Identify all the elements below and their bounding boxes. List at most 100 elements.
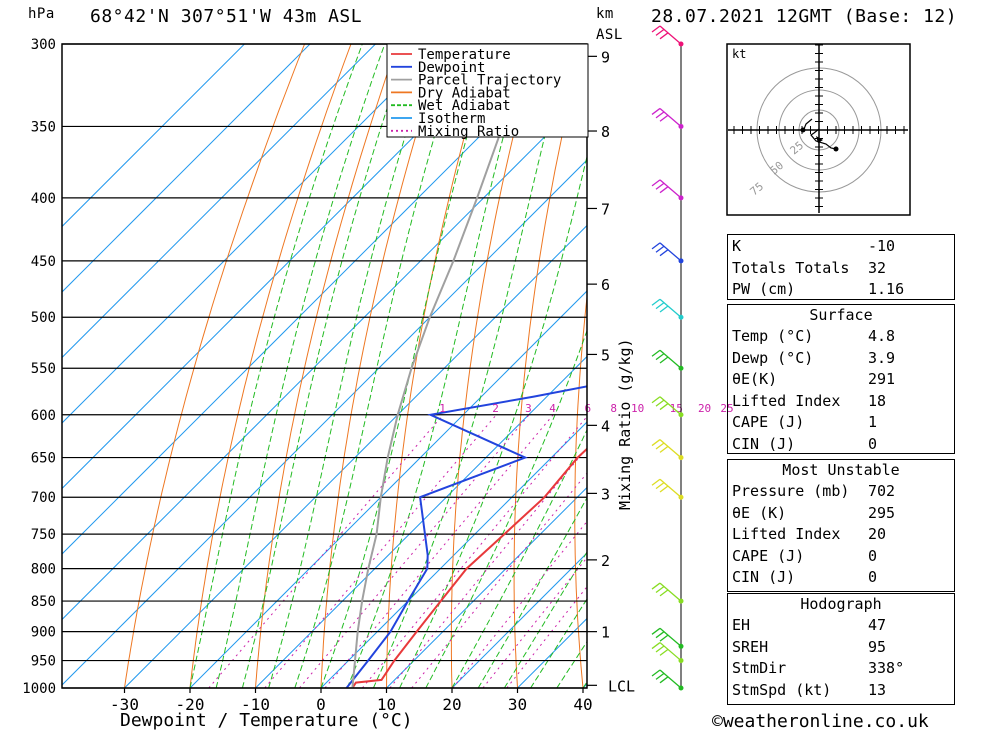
wind-barb [651,642,684,664]
wind-barb [651,107,684,129]
x-tick-label: 0 [316,695,326,714]
row-value: 0 [868,568,878,587]
row-value: 3.9 [868,348,896,367]
pressure-tick-label: 700 [31,490,56,506]
datetime-title: 28.07.2021 12GMT (Base: 12) [651,6,958,27]
isotherm-line [62,44,245,228]
most-unstable-table: Most Unstable Pressure (mb) 702 θE (K) 295 L… [727,459,955,592]
wind-barb [651,396,684,418]
row-label: Lifted Index [732,525,841,544]
table-row: PW (cm) 1.16 [728,279,954,301]
table-row: CAPE (J) 0 [728,546,954,568]
wet-adiabat-line [346,44,529,688]
km-tick-label: 3 [601,485,610,503]
row-label: Dewp (°C) [732,348,814,367]
km-tick-label: 2 [601,552,610,570]
isotherm-line [62,93,587,621]
x-tick-label: -30 [110,695,139,714]
isotherm-line [124,224,587,688]
row-value: 95 [868,637,887,656]
pressure-tick-label: 350 [31,119,56,135]
x-tick-label: -20 [176,695,205,714]
dry-adiabat-line [691,44,723,688]
wind-barb [651,179,684,201]
location-title: 68°42'N 307°51'W 43m ASL [90,6,363,27]
wet-adiabat-line [503,551,587,688]
mixing-ratio-label: 6 [584,402,591,415]
mixing-ratio-label: 4 [549,402,556,415]
mixing-ratio-line [362,415,587,688]
row-value: 20 [868,525,887,544]
hodo-point [800,127,806,133]
km-tick-label: 8 [601,123,610,141]
legend-entry: Temperature [418,47,511,63]
wet-adiabat-line [215,44,386,688]
isotherm-line [320,421,587,688]
x-tick-label: -10 [241,695,270,714]
row-label: PW (cm) [732,280,796,299]
wind-barb [651,669,684,691]
legend-entry: Wet Adiabat [418,98,511,114]
mixing-ratio-label: 8 [610,402,617,415]
row-value: 338° [868,659,905,678]
wet-adiabat-line [372,44,569,688]
pressure-tick-label: 300 [31,37,56,53]
row-value: 0 [868,434,878,453]
legend-entry: Dewpoint [418,60,485,76]
table-row: Lifted Index 18 [728,391,954,413]
km-tick-label: 4 [601,417,610,435]
copyright-footer[interactable]: ©weatheronline.co.uk [712,711,929,732]
isotherm-line [62,44,442,424]
isotherm-line [62,44,376,359]
surface-table-title: Surface [809,306,873,324]
mixing-ratio-axis-label: Mixing Ratio (g/kg) [616,338,634,510]
pressure-tick-label: 450 [31,254,56,270]
km-unit-label: km [596,6,614,22]
row-label: SREH [732,637,769,656]
wet-adiabat-line [189,44,363,688]
row-value: 0 [868,546,878,565]
dry-adiabat-line [952,44,1000,688]
row-value: 702 [868,482,896,500]
asl-unit-label: ASL [596,27,623,43]
wet-adiabat-line [451,428,587,688]
hodograph-trace [800,118,839,152]
mixing-ratio-label: 20 [698,402,711,415]
table-row: Dewp (°C) 3.9 [728,348,954,370]
row-value: 4.8 [868,327,896,345]
hodograph: kt 25 50 75 [726,43,911,216]
pressure-tick-label: 750 [31,527,56,543]
pressure-unit-label: hPa [28,6,55,22]
wind-barb [651,439,684,461]
table-row: θE(K) 291 [728,369,954,391]
mixing-ratio-label: 10 [631,402,644,415]
pressure-tick-label: 650 [31,451,56,467]
row-value: 1.16 [868,280,905,299]
mixing-ratio-label: 15 [670,402,683,415]
isotherm-line [62,159,587,686]
hodo-point [833,146,839,152]
temperature-profile [351,447,587,688]
row-label: Temp (°C) [732,327,814,345]
wind-barb [651,25,684,47]
table-row: CIN (J) 0 [728,567,954,589]
row-label: Lifted Index [732,391,841,410]
wind-barb [651,349,684,371]
row-value: 1 [868,413,878,432]
km-tick-label: 1 [601,624,610,642]
row-label: CIN (J) [732,568,796,587]
hodograph-table: Hodograph EH 47 SREH 95 StmDir 338° StmSpd (kt… [727,593,955,705]
row-label: StmSpd (kt) [732,680,832,699]
table-row: EH 47 [728,615,954,637]
km-tick-label: 6 [601,276,610,294]
table-row: CIN (J) 0 [728,434,954,456]
isotherm-line [62,44,507,490]
wet-adiabat-line [477,496,587,688]
row-value: 291 [868,370,896,389]
mixing-ratio-line [264,414,497,688]
legend-entry: Mixing Ratio [418,124,519,140]
indices-table: K -10 Totals Totals 32 PW (cm) 1.16 [727,234,955,300]
km-tick-label: 5 [601,346,610,364]
row-label: θE (K) [732,503,787,522]
hodograph-table-title: Hodograph [800,595,882,613]
